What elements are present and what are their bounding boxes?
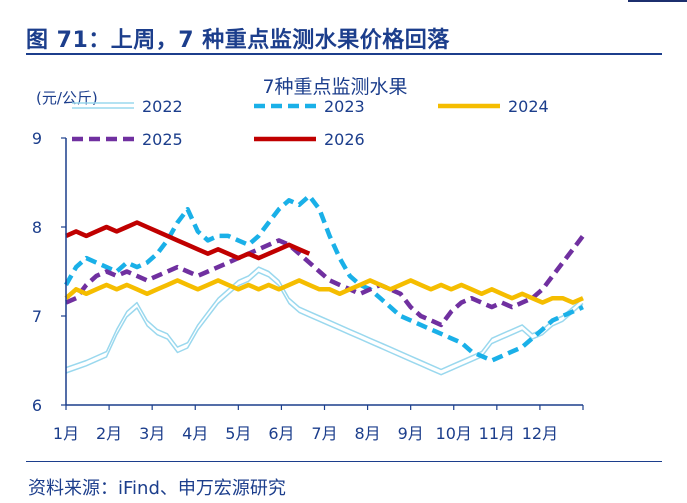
- figure-title: 图 71：上周，7 种重点监测水果价格回落: [26, 28, 450, 53]
- series-line-2025: [65, 234, 585, 328]
- axes: 6 7 8 9 1月 2月 3月 4月 5月 6月 7月 8月 9月 10月 11月 12月: [32, 129, 584, 443]
- y-tick-label: 9: [32, 129, 42, 148]
- legend-label-2023: 2023: [324, 97, 365, 116]
- y-axis-unit-label: (元/公斤): [36, 89, 98, 107]
- header-accent-bar: [628, 0, 687, 2]
- legend-label-2025: 2025: [142, 130, 183, 149]
- x-tick-label: 12月: [522, 424, 558, 443]
- x-tick-label: 6月: [268, 424, 294, 443]
- x-tick-label: 10月: [436, 424, 472, 443]
- x-tick-label: 7月: [311, 424, 337, 443]
- x-tick-label: 8月: [354, 424, 380, 443]
- legend-label-2022: 2022: [142, 97, 183, 116]
- line-chart: 7种重点监测水果 (元/公斤) 2022 2023 2024 2025 2026 6 7 8…: [32, 76, 585, 443]
- legend: 2022 2023 2024 2025 2026: [72, 97, 549, 149]
- x-tick-label: 5月: [225, 424, 251, 443]
- source-rule: [26, 461, 662, 462]
- chart-title: 7种重点监测水果: [262, 76, 407, 98]
- series-line-2023: [64, 193, 584, 363]
- x-tick-label: 2月: [96, 424, 122, 443]
- y-tick-label: 7: [32, 307, 42, 326]
- series-line-2026: [65, 220, 311, 261]
- x-tick-label: 1月: [53, 424, 79, 443]
- series-line-2024: [64, 278, 584, 305]
- y-tick-label: 8: [32, 218, 42, 237]
- x-tick-label: 4月: [182, 424, 208, 443]
- legend-label-2024: 2024: [508, 97, 549, 116]
- x-tick-label: 3月: [139, 424, 165, 443]
- y-tick-label: 6: [32, 396, 42, 415]
- series-line-2022-outline: [65, 271, 584, 376]
- legend-label-2026: 2026: [324, 130, 365, 149]
- series-line-2022: [65, 266, 584, 371]
- x-tick-label: 11月: [479, 424, 515, 443]
- series-layer: [64, 193, 585, 376]
- source-note: 资料来源：iFind、申万宏源研究: [28, 478, 286, 499]
- title-rule: [26, 53, 662, 55]
- x-tick-label: 9月: [398, 424, 424, 443]
